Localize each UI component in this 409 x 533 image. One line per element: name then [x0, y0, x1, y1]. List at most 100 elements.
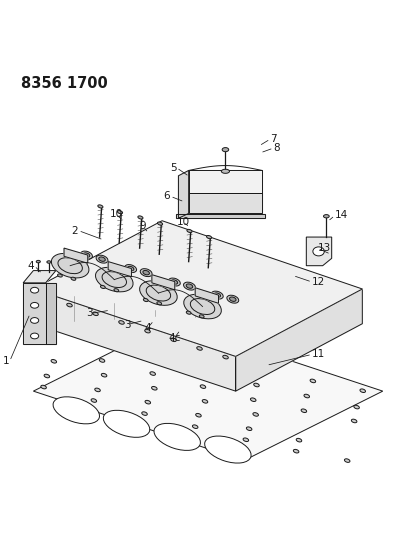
Ellipse shape [36, 261, 40, 263]
Text: 2: 2 [72, 225, 78, 236]
Ellipse shape [127, 266, 134, 271]
Ellipse shape [203, 370, 209, 374]
Polygon shape [33, 221, 362, 357]
Ellipse shape [309, 379, 315, 383]
Ellipse shape [353, 405, 358, 409]
Polygon shape [33, 289, 235, 391]
Ellipse shape [303, 394, 309, 398]
Ellipse shape [30, 333, 38, 339]
Text: 7: 7 [270, 134, 276, 144]
Ellipse shape [83, 253, 90, 257]
Ellipse shape [124, 264, 136, 272]
Ellipse shape [30, 318, 38, 324]
Ellipse shape [143, 270, 149, 275]
Ellipse shape [100, 285, 105, 288]
Ellipse shape [41, 385, 46, 389]
Ellipse shape [145, 400, 150, 404]
Ellipse shape [168, 278, 180, 286]
Polygon shape [33, 321, 382, 461]
Ellipse shape [243, 438, 248, 441]
Ellipse shape [57, 274, 62, 277]
Ellipse shape [91, 399, 97, 402]
Ellipse shape [323, 215, 328, 218]
Text: 11: 11 [311, 349, 324, 359]
Ellipse shape [30, 287, 38, 293]
Ellipse shape [183, 282, 195, 290]
Ellipse shape [40, 295, 46, 298]
Ellipse shape [92, 312, 98, 316]
Ellipse shape [151, 386, 157, 390]
Ellipse shape [96, 255, 108, 263]
Ellipse shape [344, 459, 349, 463]
Ellipse shape [71, 277, 76, 280]
Ellipse shape [222, 148, 228, 152]
Ellipse shape [199, 315, 204, 318]
Ellipse shape [187, 229, 191, 232]
Text: 10: 10 [109, 209, 122, 219]
Ellipse shape [192, 425, 198, 429]
Ellipse shape [102, 344, 108, 347]
Ellipse shape [114, 289, 119, 292]
Ellipse shape [226, 295, 238, 303]
Ellipse shape [229, 297, 236, 301]
Text: 8: 8 [273, 143, 280, 153]
Ellipse shape [139, 281, 177, 305]
Polygon shape [23, 271, 56, 283]
Ellipse shape [117, 211, 122, 214]
Ellipse shape [157, 222, 162, 225]
Ellipse shape [186, 284, 192, 288]
Ellipse shape [196, 346, 202, 350]
Ellipse shape [101, 374, 107, 377]
Ellipse shape [186, 311, 191, 314]
Ellipse shape [312, 247, 324, 256]
Ellipse shape [143, 298, 148, 302]
Ellipse shape [351, 419, 356, 423]
Ellipse shape [253, 383, 258, 387]
Ellipse shape [153, 357, 158, 361]
Text: 6: 6 [163, 191, 170, 201]
Ellipse shape [154, 423, 200, 450]
Text: 12: 12 [311, 277, 324, 287]
Text: 3: 3 [124, 319, 130, 329]
Ellipse shape [252, 413, 258, 416]
Polygon shape [151, 274, 174, 290]
Text: 4c: 4c [168, 333, 180, 343]
Ellipse shape [295, 438, 301, 442]
Ellipse shape [204, 436, 250, 463]
Ellipse shape [99, 257, 105, 261]
Ellipse shape [183, 294, 221, 319]
Polygon shape [235, 289, 362, 391]
Ellipse shape [213, 293, 220, 297]
Ellipse shape [195, 414, 201, 417]
Ellipse shape [206, 236, 211, 239]
Polygon shape [45, 283, 56, 344]
Ellipse shape [142, 412, 147, 415]
Polygon shape [108, 262, 131, 277]
Text: 9: 9 [139, 221, 146, 231]
Polygon shape [188, 193, 262, 213]
Ellipse shape [209, 354, 215, 358]
Text: 1: 1 [3, 356, 10, 366]
Ellipse shape [211, 291, 222, 299]
Ellipse shape [202, 400, 207, 403]
Ellipse shape [200, 385, 205, 389]
Polygon shape [23, 283, 45, 344]
Ellipse shape [67, 303, 72, 307]
Ellipse shape [222, 356, 228, 359]
Ellipse shape [171, 280, 177, 284]
Ellipse shape [144, 329, 150, 333]
Ellipse shape [259, 368, 265, 372]
Text: 10: 10 [177, 216, 190, 227]
Ellipse shape [246, 427, 251, 431]
Ellipse shape [30, 302, 38, 308]
Polygon shape [176, 214, 265, 219]
Ellipse shape [98, 205, 103, 208]
Ellipse shape [47, 261, 51, 263]
Ellipse shape [250, 398, 255, 401]
Ellipse shape [53, 397, 99, 424]
Polygon shape [64, 248, 88, 263]
Ellipse shape [119, 321, 124, 324]
Ellipse shape [150, 372, 155, 375]
Ellipse shape [51, 360, 56, 363]
Ellipse shape [137, 216, 143, 219]
